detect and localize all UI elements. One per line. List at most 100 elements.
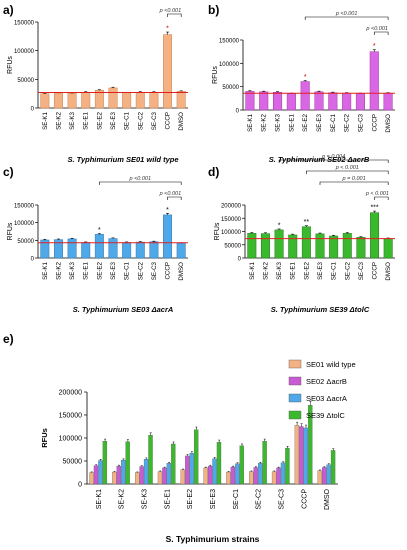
x-tick-label: SE-K3 <box>69 261 76 279</box>
bar <box>370 212 380 259</box>
x-tick-label: SE-K2 <box>55 261 62 279</box>
y-axis-label: RFUs <box>214 222 221 240</box>
bar <box>108 238 118 259</box>
x-tick-label: SE-C1 <box>124 111 131 130</box>
x-tick-label: SE-E3 <box>317 261 324 279</box>
x-tick-label: SE-E1 <box>83 111 90 129</box>
bar <box>330 450 336 485</box>
significance-bracket <box>373 31 389 35</box>
p-value-label: p = 0.001 <box>342 176 366 182</box>
bar <box>81 242 91 259</box>
bar <box>355 93 365 111</box>
panel-d: d) 0 50000 100000 150000 200000 RFUs SE-K1 SE-K2… <box>208 154 395 314</box>
bar <box>273 92 283 111</box>
y-axis-label: RFUs <box>212 66 219 84</box>
panel-letter: e) <box>3 332 14 346</box>
significance-star: * <box>373 43 376 50</box>
x-tick-label: SE-C3 <box>357 113 364 132</box>
x-tick-label: SE-C3 <box>151 261 158 280</box>
p-value-label: p <0.001 <box>159 8 182 14</box>
panel-letter: a) <box>3 3 14 17</box>
significance-bracket <box>306 170 389 174</box>
x-tick-label: SE-K1 <box>247 113 254 131</box>
bar <box>163 34 173 109</box>
x-tick-label: DMSO <box>385 262 392 281</box>
x-axis-label: S. Typhimurium strains <box>166 534 260 544</box>
bar <box>280 462 286 485</box>
bar <box>171 443 176 485</box>
x-tick-label: CCCP <box>372 262 379 280</box>
y-tick-label: 150000 <box>14 21 35 27</box>
x-tick-label: SE-K1 <box>42 111 49 129</box>
y-axis-label: RFUs <box>40 428 49 448</box>
y-tick-label: 150000 <box>221 217 242 223</box>
bar <box>122 242 132 259</box>
bar <box>253 467 258 485</box>
x-tick-label: SE-K3 <box>276 261 283 279</box>
bar <box>185 455 190 485</box>
bar <box>230 466 236 485</box>
bar <box>286 93 296 111</box>
significance-star: * <box>98 227 101 234</box>
legend-label: SE03 ΔacrA <box>306 394 347 403</box>
bar <box>314 91 324 111</box>
bar <box>203 467 208 485</box>
y-tick-label: 200000 <box>221 204 242 210</box>
y-tick-label: 150000 <box>14 204 35 210</box>
bar <box>67 238 77 259</box>
bar <box>326 464 331 485</box>
bar <box>247 233 257 259</box>
y-tick-label: 50000 <box>63 459 83 466</box>
bar <box>212 458 217 485</box>
bar <box>121 459 126 485</box>
bar <box>135 241 145 259</box>
bar <box>259 91 269 111</box>
significance-bracket <box>167 196 182 200</box>
x-tick-label: SE-C2 <box>137 111 144 130</box>
x-tick-label: SE-C1 <box>331 261 338 280</box>
x-tick-label: SE-K2 <box>119 489 126 509</box>
y-tick-label: 200000 <box>59 390 82 397</box>
p-value-label: p = 0.004 <box>321 154 345 160</box>
x-tick-label: SE-E2 <box>96 261 103 279</box>
p-value-label: p <0.001 <box>128 176 151 182</box>
bar <box>321 467 327 485</box>
bar <box>271 471 277 485</box>
bar <box>226 471 231 485</box>
x-tick-label: SE-K2 <box>261 113 268 131</box>
bar <box>342 92 352 111</box>
x-tick-label: SE-E2 <box>303 261 310 279</box>
bar <box>135 91 145 109</box>
panel-caption: S. Typhimurium SE01 wild type <box>68 155 179 164</box>
y-tick-label: 100000 <box>14 221 35 227</box>
bar <box>189 453 194 485</box>
significance-bracket <box>304 16 389 20</box>
x-tick-label: SE-E2 <box>187 489 194 509</box>
panel-letter: d) <box>208 165 219 179</box>
bar <box>180 469 185 485</box>
bar <box>40 93 50 109</box>
x-tick-label: SE-C3 <box>151 111 158 130</box>
significance-star: * <box>166 26 169 33</box>
bar <box>94 234 104 259</box>
x-tick-label: SE-E3 <box>210 489 217 509</box>
x-tick-label: SE-C1 <box>233 489 240 510</box>
x-tick-label: DMSO <box>178 112 185 131</box>
x-tick-label: DMSO <box>385 114 392 133</box>
significance-star: ** <box>304 219 310 226</box>
x-tick-label: SE-C2 <box>344 113 351 132</box>
x-tick-label: SE-E2 <box>96 111 103 129</box>
significance-bracket <box>374 196 389 200</box>
significance-bracket <box>278 159 389 163</box>
legend-swatch <box>288 410 302 420</box>
bar <box>300 81 310 111</box>
bar <box>53 92 63 109</box>
legend-swatch <box>288 359 302 369</box>
bar <box>317 470 322 485</box>
bar <box>299 426 304 485</box>
x-tick-label: CCCP <box>165 112 172 130</box>
x-tick-label: SE-K3 <box>142 489 149 509</box>
bar <box>245 91 255 111</box>
panel-letter: b) <box>208 3 219 17</box>
